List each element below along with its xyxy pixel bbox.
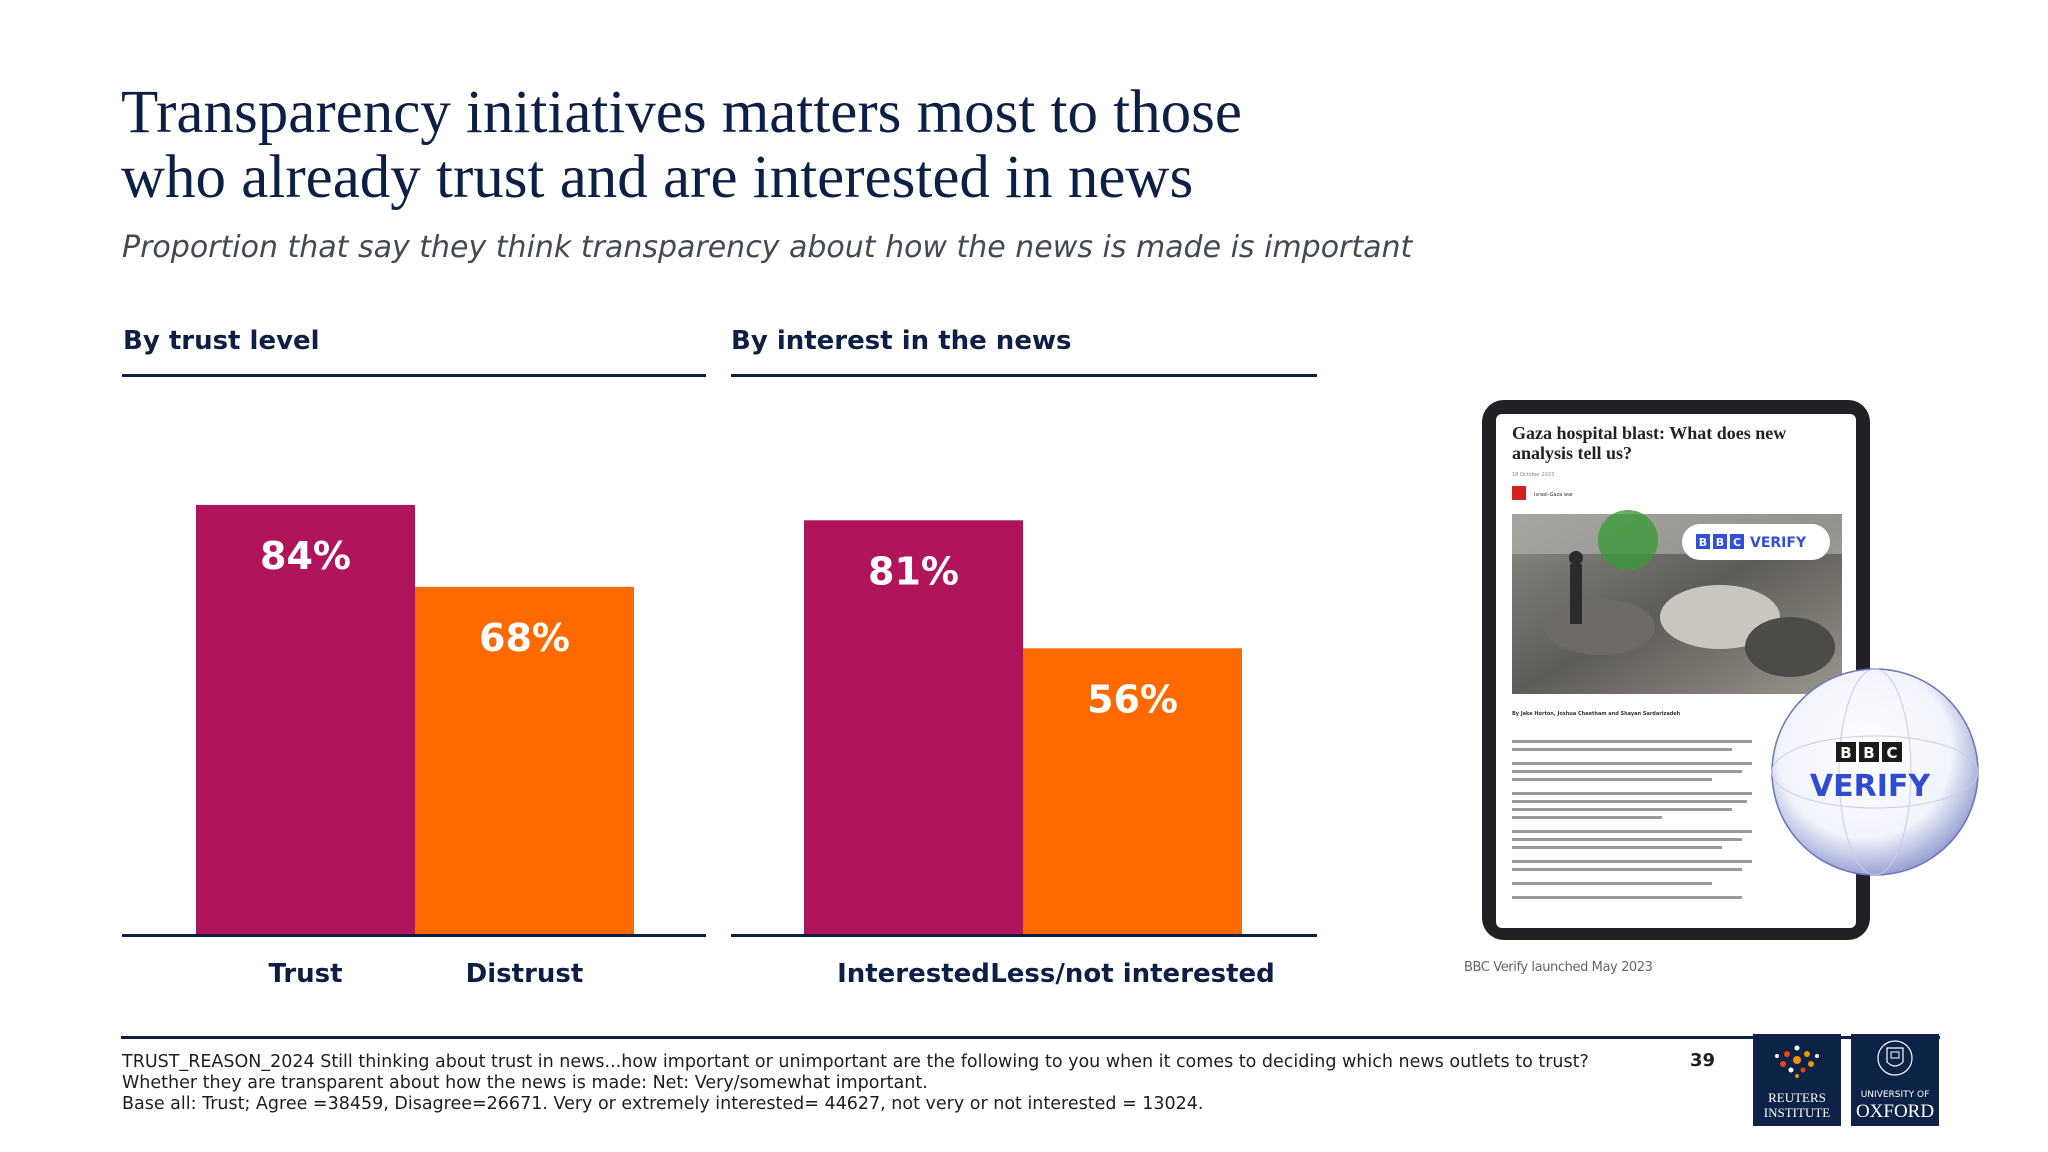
footer-rule — [121, 1036, 1940, 1039]
article-headline-line-1: Gaza hospital blast: What does new — [1512, 423, 1786, 443]
article-byline: By Jake Horton, Joshua Cheetham and Shay… — [1512, 711, 1681, 717]
article-headline-line-2: analysis tell us? — [1512, 443, 1632, 463]
value-label: 68% — [479, 616, 570, 660]
category-label: Distrust — [466, 959, 584, 989]
page-number: 39 — [1690, 1050, 1716, 1071]
value-label: 84% — [260, 534, 351, 578]
baseline — [122, 934, 706, 937]
baseline — [731, 934, 1317, 937]
oxford-crest-icon — [1877, 1040, 1913, 1076]
badge-letter-3: C — [1733, 536, 1741, 549]
reuters-logo-line-2: INSTITUTE — [1763, 1105, 1831, 1120]
bbc-verify-sphere: B B C VERIFY — [1771, 668, 1979, 876]
article-date: 18 October 2023 — [1512, 472, 1554, 478]
footnote-line-3: Base all: Trust; Agree =38459, Disagree=… — [122, 1094, 1204, 1114]
badge-letter-1: B — [1699, 536, 1707, 549]
sphere-text: VERIFY — [1810, 769, 1931, 804]
article-photo — [1512, 510, 1842, 694]
reuters-institute-logo: REUTERS INSTITUTE — [1753, 1034, 1841, 1126]
badge-letter-2: B — [1716, 536, 1724, 549]
article-body-lines — [1512, 740, 1752, 899]
footnote-line-1: TRUST_REASON_2024 Still thinking about t… — [122, 1052, 1589, 1072]
panel-heading-trust: By trust level — [123, 326, 320, 356]
bar-interested — [804, 520, 1023, 935]
value-label: 56% — [1087, 677, 1178, 721]
sphere-letter-1: B — [1840, 744, 1851, 762]
oxford-logo-line-1: UNIVERSITY OF — [1860, 1090, 1930, 1100]
bbc-verify-tablet-image: Gaza hospital blast: What does new analy… — [1482, 400, 1979, 940]
page-subtitle: Proportion that say they think transpare… — [122, 230, 1413, 265]
share-icon — [1512, 486, 1526, 500]
reuters-dots-icon — [1775, 1045, 1819, 1078]
category-label: Less/not interested — [990, 959, 1275, 989]
badge-text: VERIFY — [1750, 535, 1807, 551]
category-label: Interested — [837, 959, 990, 989]
sphere-letter-3: C — [1886, 744, 1897, 762]
panel-rule-trust — [122, 374, 706, 377]
value-label: 81% — [868, 549, 959, 593]
footnote-line-2: Whether they are transparent about how t… — [122, 1073, 928, 1093]
oxford-university-logo: UNIVERSITY OF OXFORD — [1851, 1034, 1939, 1126]
panel-rule-interest — [731, 374, 1317, 377]
bar-trust — [196, 504, 415, 935]
page-title: Transparency initiatives matters most to… — [121, 80, 1421, 210]
bar-less-not-interested — [1023, 648, 1242, 935]
oxford-logo-line-2: OXFORD — [1855, 1101, 1935, 1122]
panel-heading-interest: By interest in the news — [731, 326, 1072, 356]
title-line-2: who already trust and are interested in … — [121, 144, 1194, 211]
title-line-1: Transparency initiatives matters most to… — [121, 79, 1242, 146]
bbc-verify-badge: B B C VERIFY — [1682, 524, 1830, 560]
bar-distrust — [415, 586, 634, 935]
sphere-letter-2: B — [1863, 744, 1874, 762]
reuters-logo-line-1: REUTERS — [1768, 1090, 1826, 1105]
category-label: Trust — [268, 959, 342, 989]
footnote: TRUST_REASON_2024 Still thinking about t… — [122, 1052, 1642, 1115]
article-tag: Israel-Gaza war — [1534, 492, 1574, 498]
image-caption: BBC Verify launched May 2023 — [1464, 960, 1653, 975]
